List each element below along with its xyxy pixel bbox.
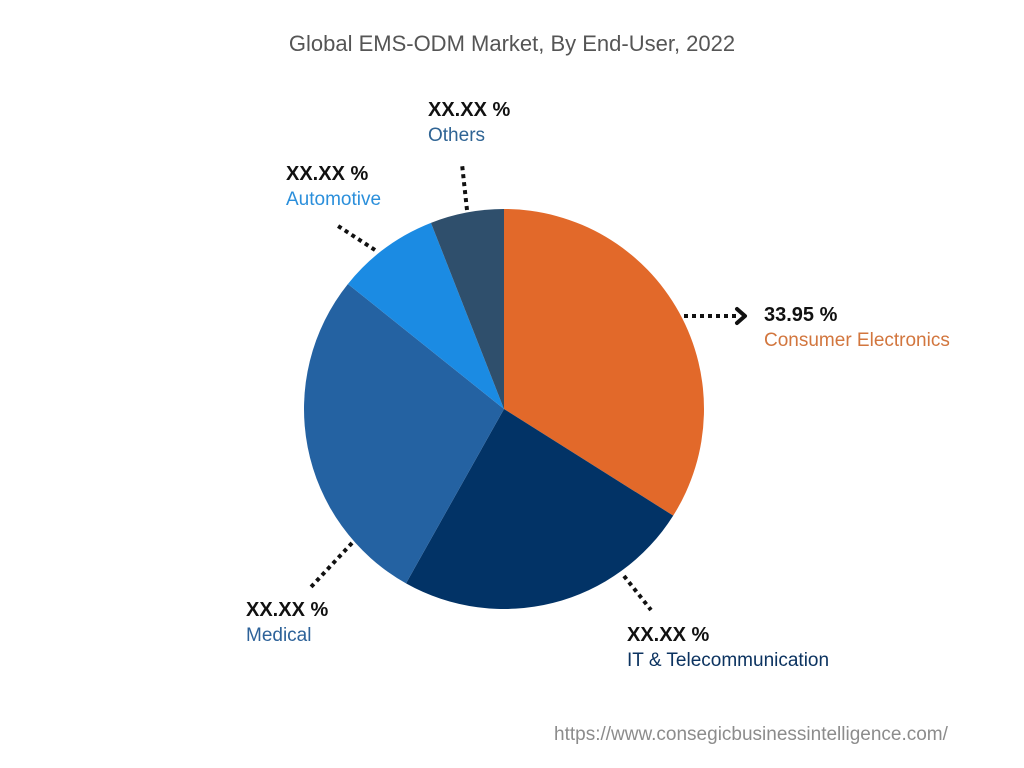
label-it-telecom: XX.XX % IT & Telecommunication	[627, 622, 829, 674]
arrow-head-icon	[735, 307, 747, 325]
category-label: Consumer Electronics	[764, 330, 950, 351]
label-automotive: XX.XX % Automotive	[286, 161, 381, 213]
pie-slice-it-telecommunication	[406, 409, 674, 609]
source-watermark: https://www.consegicbusinessintelligence…	[554, 724, 948, 745]
category-label: Others	[428, 125, 486, 146]
value-label: XX.XX %	[246, 599, 329, 621]
label-medical: XX.XX % Medical	[246, 597, 328, 649]
leader-others	[460, 163, 469, 211]
pie-slice-consumer-electronics	[504, 209, 705, 516]
value-label: XX.XX %	[428, 99, 511, 121]
leader-medical	[309, 541, 354, 589]
category-label: Medical	[246, 625, 312, 646]
pie-slice-medical	[303, 283, 504, 584]
leader-automotive	[333, 222, 377, 252]
value-label: XX.XX %	[286, 163, 369, 185]
chart-title: Global EMS-ODM Market, By End-User, 2022	[288, 31, 736, 56]
callout-leaders	[309, 163, 736, 612]
pie-slice-automotive	[347, 222, 504, 409]
category-label: IT & Telecommunication	[627, 650, 830, 671]
pie-slice-others	[430, 209, 504, 409]
value-label: XX.XX %	[627, 624, 710, 646]
value-label: 33.95 %	[764, 304, 838, 326]
label-others: XX.XX % Others	[428, 97, 510, 149]
label-consumer-electronics: 33.95 % Consumer Electronics	[764, 302, 950, 354]
leader-it-telecom	[622, 574, 653, 612]
pie-slices	[303, 209, 705, 609]
category-label: Automotive	[286, 189, 382, 210]
